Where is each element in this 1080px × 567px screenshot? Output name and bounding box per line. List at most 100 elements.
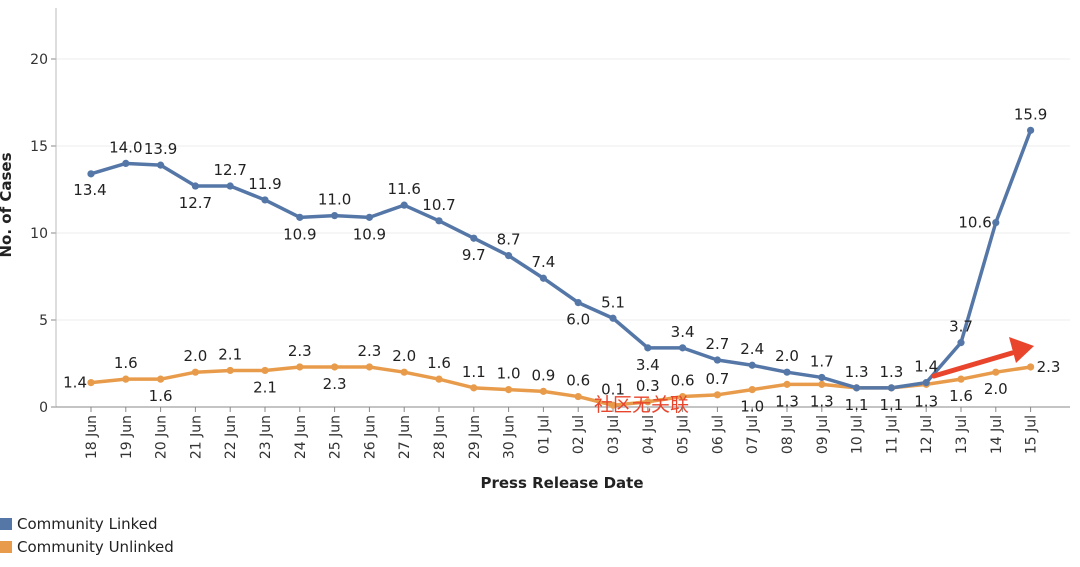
legend-label: Community Unlinked <box>17 537 174 556</box>
data-label: 9.7 <box>462 246 486 264</box>
x-tick-label: 15 Jul <box>1024 415 1040 454</box>
series-line-0 <box>90 129 1033 390</box>
data-point <box>679 392 687 401</box>
data-label: 0.6 <box>566 372 590 390</box>
data-point <box>539 274 548 282</box>
data-label: 3.7 <box>949 318 973 336</box>
data-label: 0.7 <box>705 370 729 388</box>
data-point <box>505 386 513 394</box>
data-point <box>853 384 861 392</box>
data-point <box>679 344 687 352</box>
data-label: 14.0 <box>109 138 142 156</box>
annotation-arrow-head <box>1009 337 1034 363</box>
legend-item-community-linked[interactable]: Community Linked <box>0 512 174 535</box>
x-tick-label: 05 Jul <box>676 415 692 454</box>
data-point <box>748 386 756 394</box>
annotations: 社区无关联 <box>594 337 1034 416</box>
x-tick-label: 13 Jul <box>954 415 970 454</box>
data-point <box>887 384 896 392</box>
data-point <box>87 379 95 387</box>
data-label: 3.4 <box>671 323 695 341</box>
y-tick-label: 20 <box>30 52 48 68</box>
x-tick-label: 21 Jun <box>188 415 204 459</box>
data-point <box>87 170 95 178</box>
data-labels: 13.414.0 13.912.712.711.910.911.010.911.6… <box>63 105 1060 415</box>
data-label: 2.3 <box>357 342 381 360</box>
data-label: 2.0 <box>183 347 207 365</box>
data-point <box>261 366 269 375</box>
data-point <box>191 182 199 190</box>
data-label: 1.4 <box>63 374 87 392</box>
data-label: 10.9 <box>353 225 386 243</box>
data-point <box>470 234 478 242</box>
grid-lines <box>56 58 1070 321</box>
data-label: 2.0 <box>984 380 1008 398</box>
data-label: 3.4 <box>636 356 660 374</box>
data-point <box>261 196 269 204</box>
data-label: 2.3 <box>323 375 347 393</box>
line-chart: 0 5 10 15 20 18 Jun 19 Jun 20 Jun 21 Jun 22 Jun 23… <box>0 8 1070 492</box>
data-label: 2.0 <box>392 347 416 365</box>
data-label: 1.6 <box>114 354 138 372</box>
x-tick-label: 04 Jul <box>641 415 657 454</box>
series-lines <box>90 129 1033 408</box>
x-tick-label: 29 Jun <box>467 415 483 459</box>
data-point <box>470 384 478 392</box>
y-tick-label: 10 <box>30 226 48 242</box>
data-point <box>122 159 130 167</box>
x-tick-label: 24 Jun <box>293 415 309 459</box>
x-tick-label: 19 Jun <box>119 415 135 459</box>
data-label: 2.0 <box>775 347 799 365</box>
data-point <box>505 252 513 260</box>
data-point <box>713 356 722 364</box>
data-label: 1.3 <box>879 363 903 381</box>
y-tick-label: 5 <box>39 313 48 329</box>
data-point <box>609 314 617 322</box>
legend-swatch-unlinked <box>0 540 12 553</box>
data-label: 1.3 <box>914 392 938 410</box>
annotation-arrow-shaft <box>931 350 1015 379</box>
legend: Community Linked Community Unlinked <box>0 512 174 558</box>
data-label: 1.6 <box>949 387 973 405</box>
x-tick-label: 22 Jun <box>223 415 239 459</box>
x-tick-label: 06 Jul <box>710 415 726 454</box>
x-axis-title: Press Release Date <box>480 474 643 492</box>
data-label: 1.4 <box>914 358 938 376</box>
series-points <box>87 126 1035 409</box>
data-point <box>818 380 826 388</box>
data-point <box>713 391 722 399</box>
legend-item-community-unlinked[interactable]: Community Unlinked <box>0 535 174 558</box>
data-point <box>331 363 339 371</box>
data-label: 11.6 <box>387 180 420 198</box>
x-tick-label: 25 Jun <box>328 415 344 459</box>
data-label: 1.3 <box>775 392 799 410</box>
y-tick-label: 15 <box>30 139 48 155</box>
data-label: 10.9 <box>283 225 316 243</box>
x-tick-label: 26 Jun <box>362 415 378 459</box>
data-label: 5.1 <box>601 293 625 311</box>
data-label: 10.6 <box>958 214 991 232</box>
data-point <box>400 201 408 209</box>
data-label: 0.6 <box>671 372 695 390</box>
data-point <box>609 401 617 409</box>
data-label: 1.1 <box>879 396 903 414</box>
data-label: 10.7 <box>422 196 455 214</box>
data-point <box>992 218 1000 227</box>
data-point <box>957 339 965 347</box>
data-label: 2.4 <box>740 340 764 358</box>
data-label: 2.7 <box>705 335 729 353</box>
data-point <box>191 368 199 376</box>
x-tick-label: 11 Jul <box>884 415 900 454</box>
data-point <box>574 299 582 307</box>
data-point <box>296 363 304 371</box>
legend-label: Community Linked <box>17 514 158 533</box>
data-point <box>435 217 443 225</box>
data-point <box>783 368 791 376</box>
x-tick-label: 23 Jun <box>258 415 274 459</box>
data-label: 2.3 <box>1037 358 1061 376</box>
x-tick-label: 02 Jul <box>571 415 587 454</box>
x-tick-label: 10 Jul <box>850 415 866 454</box>
data-label: 0.1 <box>601 380 625 398</box>
x-tick-label: 28 Jun <box>432 415 448 459</box>
data-label: 7.4 <box>531 253 555 271</box>
